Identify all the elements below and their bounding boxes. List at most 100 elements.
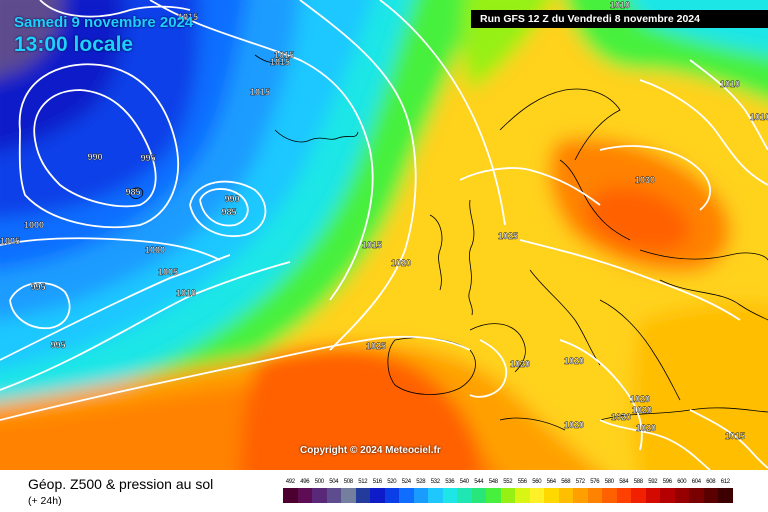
legend-swatch: 600 [674,479,689,503]
legend-label: 596 [662,479,672,485]
isobar-label: 1020 [564,356,584,366]
legend-swatch: 596 [660,479,675,503]
legend-color [283,488,298,503]
legend-swatch: 524 [399,479,414,503]
legend-label: 576 [590,479,600,485]
legend-label: 572 [575,479,585,485]
isobar-label: 1015 [725,431,745,441]
legend-swatch: 560 [529,479,544,503]
legend-swatch: 528 [413,479,428,503]
legend-color [645,488,660,503]
legend-label: 532 [430,479,440,485]
model-run-label: Run GFS 12 Z du Vendredi 8 novembre 2024 [471,10,768,28]
map-footer: Géop. Z500 & pression au sol (+ 24h) 492… [0,470,768,512]
legend-swatch: 588 [631,479,646,503]
color-legend: 492 496 500 504 508 512 516 520 524 528 532 536 540 5… [283,479,733,503]
legend-color [631,488,646,503]
isobar-label: 1000 [145,245,165,255]
legend-color [428,488,443,503]
isobar-label: 1015 [270,57,290,67]
legend-swatch: 520 [384,479,399,503]
legend-swatch: 592 [645,479,660,503]
legend-color [703,488,718,503]
legend-label: 540 [459,479,469,485]
isobar-label: 1010 [720,79,740,89]
legend-label: 492 [285,479,295,485]
legend-color [718,488,733,503]
legend-swatch: 504 [326,479,341,503]
legend-color [674,488,689,503]
isobar-label: 1015 [178,12,198,22]
copyright-label: Copyright © 2024 Meteociel.fr [300,445,441,456]
legend-color [471,488,486,503]
legend-color [326,488,341,503]
legend-color [442,488,457,503]
legend-swatch: 532 [428,479,443,503]
isobar-label: 1005 [0,236,20,246]
legend-color [602,488,617,503]
isobar-label: 995 [30,282,45,292]
isobar-label: 1020 [636,423,656,433]
legend-label: 584 [619,479,629,485]
legend-label: 608 [706,479,716,485]
isobar-label: 1000 [24,220,44,230]
isobar-label: 995 [140,153,155,163]
isobar-label: 1015 [250,87,270,97]
isobar-lines [0,0,768,470]
forecast-date: Samedi 9 novembre 2024 [14,14,194,31]
legend-color [457,488,472,503]
isobar-label: 995 [50,340,65,350]
geopotential-shading [0,0,768,470]
legend-color [558,488,573,503]
legend-swatch: 512 [355,479,370,503]
legend-color [500,488,515,503]
isobar-label: 990 [87,152,102,162]
legend-swatch: 612 [718,479,733,503]
legend-label: 548 [488,479,498,485]
legend-label: 500 [314,479,324,485]
legend-swatch: 608 [703,479,718,503]
legend-color [297,488,312,503]
legend-color [312,488,327,503]
legend-swatch: 544 [471,479,486,503]
legend-swatch: 552 [500,479,515,503]
legend-label: 496 [300,479,310,485]
legend-label: 516 [372,479,382,485]
isobar-label: 1020 [632,405,652,415]
legend-swatch: 584 [616,479,631,503]
isobar-label: 1020 [611,412,631,422]
legend-color [515,488,530,503]
legend-label: 580 [604,479,614,485]
legend-label: 536 [445,479,455,485]
isobar-label: 1030 [635,175,655,185]
legend-label: 600 [677,479,687,485]
legend-label: 564 [546,479,556,485]
legend-label: 592 [648,479,658,485]
legend-label: 552 [503,479,513,485]
legend-color [689,488,704,503]
legend-color [486,488,501,503]
isobar-label: 990 [224,194,239,204]
legend-swatch: 500 [312,479,327,503]
legend-swatch: 508 [341,479,356,503]
legend-swatch: 556 [515,479,530,503]
legend-label: 560 [532,479,542,485]
legend-swatch: 568 [558,479,573,503]
legend-color [660,488,675,503]
legend-label: 504 [329,479,339,485]
isobar-label: 1010 [750,112,768,122]
legend-color [341,488,356,503]
isobar-label: 1005 [158,267,178,277]
legend-swatch: 536 [442,479,457,503]
map-subtitle: (+ 24h) [28,495,62,507]
legend-swatch: 492 [283,479,298,503]
legend-color [544,488,559,503]
isobar-label: 1010 [176,288,196,298]
legend-color [573,488,588,503]
legend-swatch: 496 [297,479,312,503]
map-title: Géop. Z500 & pression au sol [28,476,214,492]
legend-color [399,488,414,503]
